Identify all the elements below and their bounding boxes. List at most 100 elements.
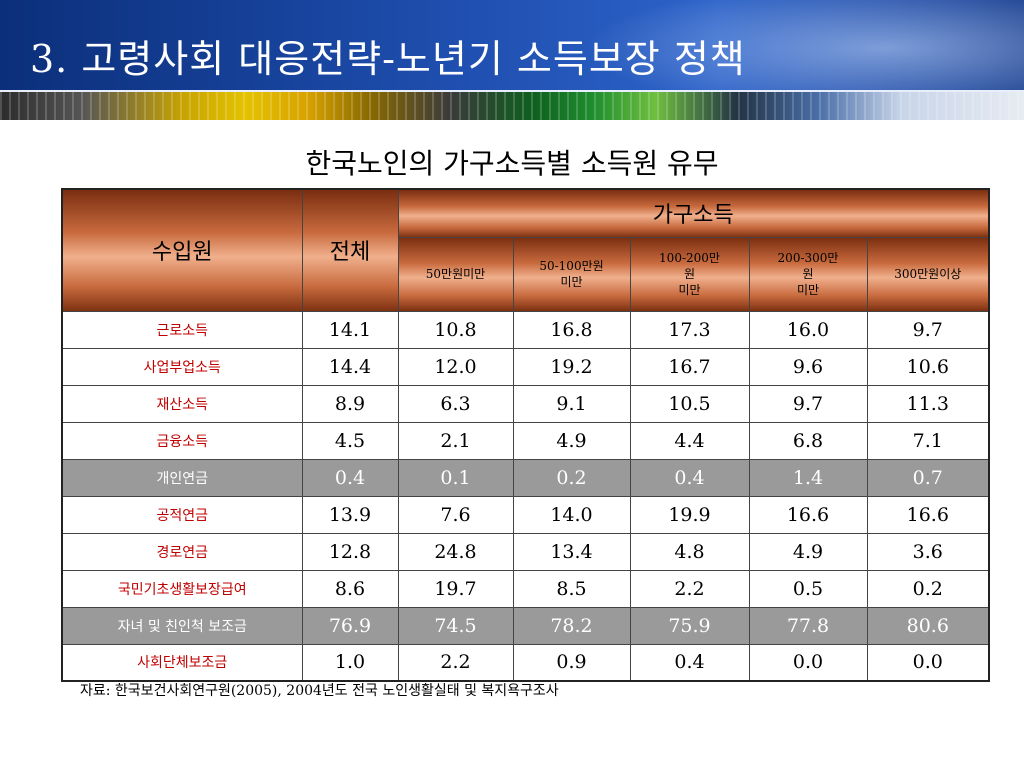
header-bracket-2-line-2: 미만: [560, 275, 583, 289]
cell-bracket-5: 16.6: [866, 495, 990, 534]
table-row-basic-livelihood: 국민기초생활보장급여 8.6 19.7 8.5 2.2 0.5 0.2: [61, 569, 990, 608]
cell-bracket-4: 16.6: [748, 495, 868, 534]
header-bracket-2: 50-100만원 미만: [512, 236, 631, 312]
table-row-financial-income: 금융소득 4.5 2.1 4.9 4.4 6.8 7.1: [61, 421, 990, 460]
cell-total: 8.6: [301, 569, 399, 608]
row-label: 금융소득: [61, 421, 303, 460]
table-row-earned-income: 근로소득 14.1 10.8 16.8 17.3 16.0 9.7: [61, 310, 990, 349]
cell-bracket-4: 9.6: [748, 347, 868, 386]
cell-bracket-1: 12.0: [397, 347, 514, 386]
table-title: 한국노인의 가구소득별 소득원 유무: [305, 147, 719, 180]
cell-bracket-2: 13.4: [512, 532, 631, 571]
cell-bracket-3: 10.5: [629, 384, 750, 423]
header-bracket-5: 300만원이상: [866, 236, 990, 312]
row-label: 경로연금: [61, 532, 303, 571]
cell-bracket-3: 0.4: [629, 643, 750, 682]
table-row-private-pension: 개인연금 0.4 0.1 0.2 0.4 1.4 0.7: [61, 458, 990, 497]
cell-total: 14.1: [301, 310, 399, 349]
cell-bracket-4: 0.5: [748, 569, 868, 608]
cell-bracket-1: 2.2: [397, 643, 514, 682]
header-bracket-5-line-1: 300만원이상: [894, 267, 962, 281]
header-bracket-3-line-2: 원: [683, 267, 696, 281]
row-label: 공적연금: [61, 495, 303, 534]
header-banner: 3. 고령사회 대응전략-노년기 소득보장 정책: [0, 0, 1024, 120]
cell-bracket-1: 2.1: [397, 421, 514, 460]
cell-bracket-2: 14.0: [512, 495, 631, 534]
cell-bracket-2: 0.9: [512, 643, 631, 682]
cell-bracket-5: 80.6: [866, 606, 990, 645]
row-label: 재산소득: [61, 384, 303, 423]
cell-bracket-3: 16.7: [629, 347, 750, 386]
cell-bracket-4: 4.9: [748, 532, 868, 571]
header-income-source: 수입원: [61, 188, 303, 312]
table-row-social-org-support: 사회단체보조금 1.0 2.2 0.9 0.4 0.0 0.0: [61, 643, 990, 682]
cell-bracket-3: 75.9: [629, 606, 750, 645]
slide-title: 3. 고령사회 대응전략-노년기 소득보장 정책: [30, 37, 746, 81]
header-row-1: 수입원 전체 가구소득: [61, 188, 990, 312]
header-bracket-3-line-1: 100-200만: [659, 251, 720, 265]
banner-divider: [0, 90, 1024, 92]
cell-bracket-3: 4.8: [629, 532, 750, 571]
cell-bracket-5: 9.7: [866, 310, 990, 349]
header-bracket-2-line-1: 50-100만원: [539, 259, 604, 273]
header-bracket-4-line-3: 미만: [796, 283, 820, 297]
banner-photo-strip: [0, 92, 1024, 120]
cell-bracket-5: 3.6: [866, 532, 990, 571]
cell-bracket-4: 1.4: [748, 458, 868, 497]
cell-bracket-2: 8.5: [512, 569, 631, 608]
cell-bracket-4: 77.8: [748, 606, 868, 645]
cell-bracket-2: 19.2: [512, 347, 631, 386]
cell-total: 14.4: [301, 347, 399, 386]
cell-bracket-5: 0.0: [866, 643, 990, 682]
cell-bracket-3: 4.4: [629, 421, 750, 460]
cell-bracket-4: 16.0: [748, 310, 868, 349]
cell-total: 0.4: [301, 458, 399, 497]
cell-bracket-4: 9.7: [748, 384, 868, 423]
cell-bracket-3: 2.2: [629, 569, 750, 608]
cell-bracket-3: 19.9: [629, 495, 750, 534]
header-household-income: 가구소득: [397, 188, 990, 238]
cell-bracket-1: 24.8: [397, 532, 514, 571]
cell-bracket-5: 10.6: [866, 347, 990, 386]
cell-bracket-3: 17.3: [629, 310, 750, 349]
cell-bracket-1: 6.3: [397, 384, 514, 423]
cell-total: 76.9: [301, 606, 399, 645]
cell-bracket-2: 9.1: [512, 384, 631, 423]
cell-bracket-2: 78.2: [512, 606, 631, 645]
header-bracket-1: 50만원미만: [397, 236, 514, 312]
table-row-public-pension: 공적연금 13.9 7.6 14.0 19.9 16.6 16.6: [61, 495, 990, 534]
source-note: 자료: 한국보건사회연구원(2005), 2004년도 전국 노인생활실태 및 …: [80, 683, 559, 699]
header-bracket-4-line-1: 200-300만: [777, 251, 839, 265]
cell-bracket-3: 0.4: [629, 458, 750, 497]
row-label: 근로소득: [61, 310, 303, 349]
cell-bracket-5: 7.1: [866, 421, 990, 460]
row-label: 개인연금: [61, 458, 303, 497]
cell-total: 13.9: [301, 495, 399, 534]
header-total: 전체: [301, 188, 399, 312]
cell-bracket-2: 0.2: [512, 458, 631, 497]
income-source-table: 수입원 전체 가구소득 50만원미만 50-100만원 미만 100-200만 …: [61, 188, 991, 682]
cell-bracket-4: 0.0: [748, 643, 868, 682]
cell-total: 4.5: [301, 421, 399, 460]
cell-bracket-1: 0.1: [397, 458, 514, 497]
header-bracket-3: 100-200만 원 미만: [629, 236, 750, 312]
header-bracket-4: 200-300만 원 미만: [748, 236, 868, 312]
table-row-property-income: 재산소득 8.9 6.3 9.1 10.5 9.7 11.3: [61, 384, 990, 423]
row-label: 자녀 및 친인척 보조금: [61, 606, 303, 645]
banner-strip-texture: [0, 92, 1024, 120]
cell-bracket-2: 16.8: [512, 310, 631, 349]
cell-bracket-2: 4.9: [512, 421, 631, 460]
cell-bracket-5: 0.2: [866, 569, 990, 608]
cell-bracket-1: 74.5: [397, 606, 514, 645]
table-row-elderly-pension: 경로연금 12.8 24.8 13.4 4.8 4.9 3.6: [61, 532, 990, 571]
cell-total: 12.8: [301, 532, 399, 571]
cell-bracket-5: 0.7: [866, 458, 990, 497]
row-label: 사회단체보조금: [61, 643, 303, 682]
cell-bracket-4: 6.8: [748, 421, 868, 460]
cell-bracket-1: 7.6: [397, 495, 514, 534]
cell-bracket-1: 19.7: [397, 569, 514, 608]
cell-total: 1.0: [301, 643, 399, 682]
row-label: 국민기초생활보장급여: [61, 569, 303, 608]
header-bracket-1-line-1: 50만원미만: [425, 267, 486, 281]
row-label: 사업부업소득: [61, 347, 303, 386]
